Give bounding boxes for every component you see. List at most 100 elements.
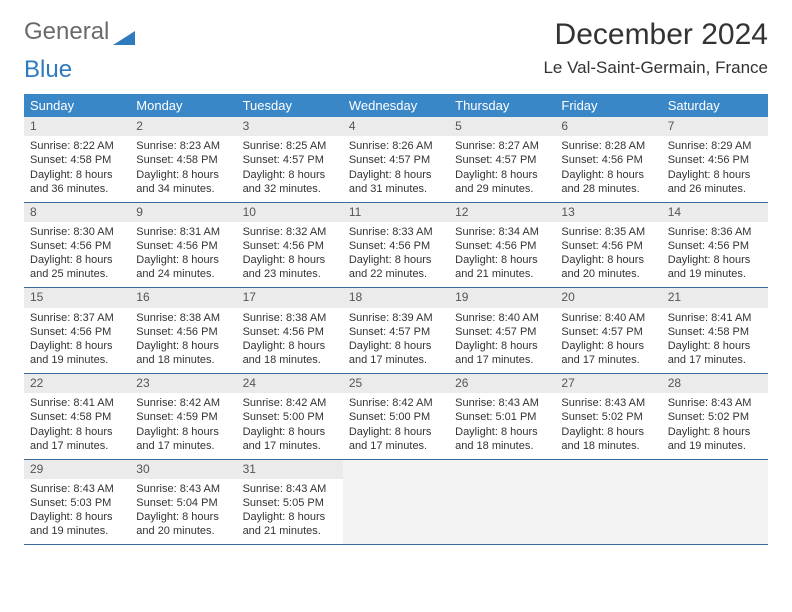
- day-body: Sunrise: 8:43 AMSunset: 5:02 PMDaylight:…: [662, 393, 768, 458]
- sunset-text: Sunset: 4:57 PM: [455, 153, 549, 167]
- day-number: 10: [237, 203, 343, 222]
- sunset-text: Sunset: 4:56 PM: [243, 239, 337, 253]
- week-row: 22Sunrise: 8:41 AMSunset: 4:58 PMDayligh…: [24, 374, 768, 460]
- day-body: Sunrise: 8:40 AMSunset: 4:57 PMDaylight:…: [555, 308, 661, 373]
- day-number: 11: [343, 203, 449, 222]
- day-number: 12: [449, 203, 555, 222]
- sunset-text: Sunset: 4:56 PM: [243, 325, 337, 339]
- day-number: 19: [449, 288, 555, 307]
- day-body: Sunrise: 8:43 AMSunset: 5:04 PMDaylight:…: [130, 479, 236, 544]
- week-row: 8Sunrise: 8:30 AMSunset: 4:56 PMDaylight…: [24, 203, 768, 289]
- day-cell: 21Sunrise: 8:41 AMSunset: 4:58 PMDayligh…: [662, 288, 768, 373]
- sunset-text: Sunset: 4:57 PM: [349, 325, 443, 339]
- day-number: 16: [130, 288, 236, 307]
- daylight-text: Daylight: 8 hours and 21 minutes.: [455, 253, 549, 281]
- day-number: 2: [130, 117, 236, 136]
- day-body: Sunrise: 8:29 AMSunset: 4:56 PMDaylight:…: [662, 136, 768, 201]
- day-number: 5: [449, 117, 555, 136]
- day-number: 31: [237, 460, 343, 479]
- day-cell: 16Sunrise: 8:38 AMSunset: 4:56 PMDayligh…: [130, 288, 236, 373]
- sunrise-text: Sunrise: 8:29 AM: [668, 139, 762, 153]
- day-cell: 29Sunrise: 8:43 AMSunset: 5:03 PMDayligh…: [24, 460, 130, 545]
- day-number: 27: [555, 374, 661, 393]
- daylight-text: Daylight: 8 hours and 32 minutes.: [243, 168, 337, 196]
- sunrise-text: Sunrise: 8:33 AM: [349, 225, 443, 239]
- sunset-text: Sunset: 4:56 PM: [30, 239, 124, 253]
- dow-cell: Saturday: [662, 94, 768, 117]
- day-number: 25: [343, 374, 449, 393]
- day-cell: [449, 460, 555, 545]
- daylight-text: Daylight: 8 hours and 36 minutes.: [30, 168, 124, 196]
- daylight-text: Daylight: 8 hours and 18 minutes.: [136, 339, 230, 367]
- daylight-text: Daylight: 8 hours and 17 minutes.: [243, 425, 337, 453]
- sunrise-text: Sunrise: 8:25 AM: [243, 139, 337, 153]
- day-cell: 1Sunrise: 8:22 AMSunset: 4:58 PMDaylight…: [24, 117, 130, 202]
- sunrise-text: Sunrise: 8:35 AM: [561, 225, 655, 239]
- sunrise-text: Sunrise: 8:34 AM: [455, 225, 549, 239]
- sunrise-text: Sunrise: 8:38 AM: [243, 311, 337, 325]
- day-body: Sunrise: 8:42 AMSunset: 5:00 PMDaylight:…: [237, 393, 343, 458]
- week-row: 1Sunrise: 8:22 AMSunset: 4:58 PMDaylight…: [24, 117, 768, 203]
- dow-cell: Wednesday: [343, 94, 449, 117]
- week-row: 29Sunrise: 8:43 AMSunset: 5:03 PMDayligh…: [24, 460, 768, 546]
- week-row: 15Sunrise: 8:37 AMSunset: 4:56 PMDayligh…: [24, 288, 768, 374]
- sunrise-text: Sunrise: 8:40 AM: [561, 311, 655, 325]
- day-body: Sunrise: 8:31 AMSunset: 4:56 PMDaylight:…: [130, 222, 236, 287]
- sunrise-text: Sunrise: 8:36 AM: [668, 225, 762, 239]
- sunrise-text: Sunrise: 8:32 AM: [243, 225, 337, 239]
- sunset-text: Sunset: 5:02 PM: [561, 410, 655, 424]
- day-number: 21: [662, 288, 768, 307]
- dow-cell: Sunday: [24, 94, 130, 117]
- daylight-text: Daylight: 8 hours and 17 minutes.: [668, 339, 762, 367]
- day-cell: 8Sunrise: 8:30 AMSunset: 4:56 PMDaylight…: [24, 203, 130, 288]
- sunset-text: Sunset: 4:56 PM: [455, 239, 549, 253]
- day-body: Sunrise: 8:38 AMSunset: 4:56 PMDaylight:…: [237, 308, 343, 373]
- dow-cell: Tuesday: [237, 94, 343, 117]
- sunset-text: Sunset: 4:56 PM: [30, 325, 124, 339]
- day-body: Sunrise: 8:41 AMSunset: 4:58 PMDaylight:…: [24, 393, 130, 458]
- daylight-text: Daylight: 8 hours and 18 minutes.: [455, 425, 549, 453]
- month-title: December 2024: [543, 18, 768, 52]
- day-cell: 27 Sunrise: 8:43 AMSunset: 5:02 PMDayligh…: [555, 374, 661, 459]
- sunset-text: Sunset: 4:57 PM: [243, 153, 337, 167]
- day-body: Sunrise: 8:39 AMSunset: 4:57 PMDaylight:…: [343, 308, 449, 373]
- sunset-text: Sunset: 4:56 PM: [136, 239, 230, 253]
- dow-header-row: SundayMondayTuesdayWednesdayThursdayFrid…: [24, 94, 768, 117]
- daylight-text: Daylight: 8 hours and 18 minutes.: [561, 425, 655, 453]
- sunset-text: Sunset: 4:59 PM: [136, 410, 230, 424]
- day-body: Sunrise: 8:34 AMSunset: 4:56 PMDaylight:…: [449, 222, 555, 287]
- day-body: Sunrise: 8:37 AMSunset: 4:56 PMDaylight:…: [24, 308, 130, 373]
- sunrise-text: Sunrise: 8:30 AM: [30, 225, 124, 239]
- sunrise-text: Sunrise: 8:43 AM: [455, 396, 549, 410]
- sunrise-text: Sunrise: 8:38 AM: [136, 311, 230, 325]
- day-body: Sunrise: 8:22 AMSunset: 4:58 PMDaylight:…: [24, 136, 130, 201]
- sunrise-text: Sunrise: 8:40 AM: [455, 311, 549, 325]
- daylight-text: Daylight: 8 hours and 20 minutes.: [136, 510, 230, 538]
- location-label: Le Val-Saint-Germain, France: [543, 58, 768, 78]
- sunrise-text: Sunrise: 8:23 AM: [136, 139, 230, 153]
- day-number: 28: [662, 374, 768, 393]
- sunset-text: Sunset: 5:03 PM: [30, 496, 124, 510]
- sunrise-text: Sunrise: 8:26 AM: [349, 139, 443, 153]
- day-cell: 11Sunrise: 8:33 AMSunset: 4:56 PMDayligh…: [343, 203, 449, 288]
- sunrise-text: Sunrise: 8:43 AM: [561, 396, 655, 410]
- day-body: Sunrise: 8:43 AMSunset: 5:01 PMDaylight:…: [449, 393, 555, 458]
- daylight-text: Daylight: 8 hours and 17 minutes.: [455, 339, 549, 367]
- day-cell: 9Sunrise: 8:31 AMSunset: 4:56 PMDaylight…: [130, 203, 236, 288]
- daylight-text: Daylight: 8 hours and 22 minutes.: [349, 253, 443, 281]
- day-number: 1: [24, 117, 130, 136]
- day-cell: 15Sunrise: 8:37 AMSunset: 4:56 PMDayligh…: [24, 288, 130, 373]
- daylight-text: Daylight: 8 hours and 19 minutes.: [668, 253, 762, 281]
- sunset-text: Sunset: 4:57 PM: [561, 325, 655, 339]
- sunrise-text: Sunrise: 8:43 AM: [668, 396, 762, 410]
- sunrise-text: Sunrise: 8:42 AM: [349, 396, 443, 410]
- day-number: 3: [237, 117, 343, 136]
- day-body: Sunrise: 8:28 AMSunset: 4:56 PMDaylight:…: [555, 136, 661, 201]
- sunset-text: Sunset: 4:56 PM: [561, 153, 655, 167]
- day-cell: 7Sunrise: 8:29 AMSunset: 4:56 PMDaylight…: [662, 117, 768, 202]
- day-cell: 25Sunrise: 8:42 AMSunset: 5:00 PMDayligh…: [343, 374, 449, 459]
- day-number: 8: [24, 203, 130, 222]
- sunrise-text: Sunrise: 8:31 AM: [136, 225, 230, 239]
- daylight-text: Daylight: 8 hours and 31 minutes.: [349, 168, 443, 196]
- day-cell: 10Sunrise: 8:32 AMSunset: 4:56 PMDayligh…: [237, 203, 343, 288]
